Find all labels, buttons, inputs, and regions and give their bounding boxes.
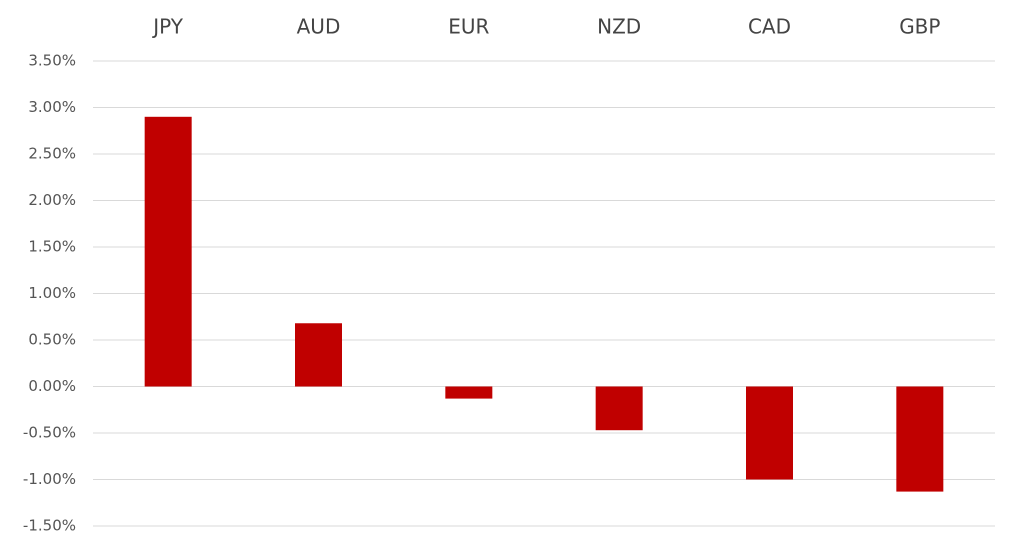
y-tick-label: 0.50% [28, 331, 76, 349]
bar [295, 323, 342, 387]
x-tick-label: JPY [151, 15, 184, 39]
y-tick-label: 0.00% [28, 377, 76, 395]
x-tick-label: AUD [297, 15, 341, 39]
y-tick-label: 1.00% [28, 284, 76, 302]
bar [595, 386, 643, 431]
y-tick-label: -0.50% [23, 424, 76, 442]
y-tick-label: -1.00% [23, 470, 76, 488]
y-tick-label: 3.00% [28, 98, 76, 116]
y-tick-label: 3.50% [28, 52, 76, 70]
y-tick-label: 2.50% [28, 145, 76, 163]
y-tick-label: 2.00% [28, 191, 76, 209]
bar [896, 386, 944, 492]
bar [746, 386, 793, 480]
x-tick-label: GBP [899, 15, 940, 39]
y-tick-label: -1.50% [23, 517, 76, 535]
y-tick-label: 1.50% [28, 238, 76, 256]
bar [144, 116, 192, 387]
x-tick-label: EUR [448, 15, 489, 39]
bar [445, 386, 493, 399]
x-tick-label: CAD [748, 15, 791, 39]
x-tick-label: NZD [597, 15, 641, 39]
